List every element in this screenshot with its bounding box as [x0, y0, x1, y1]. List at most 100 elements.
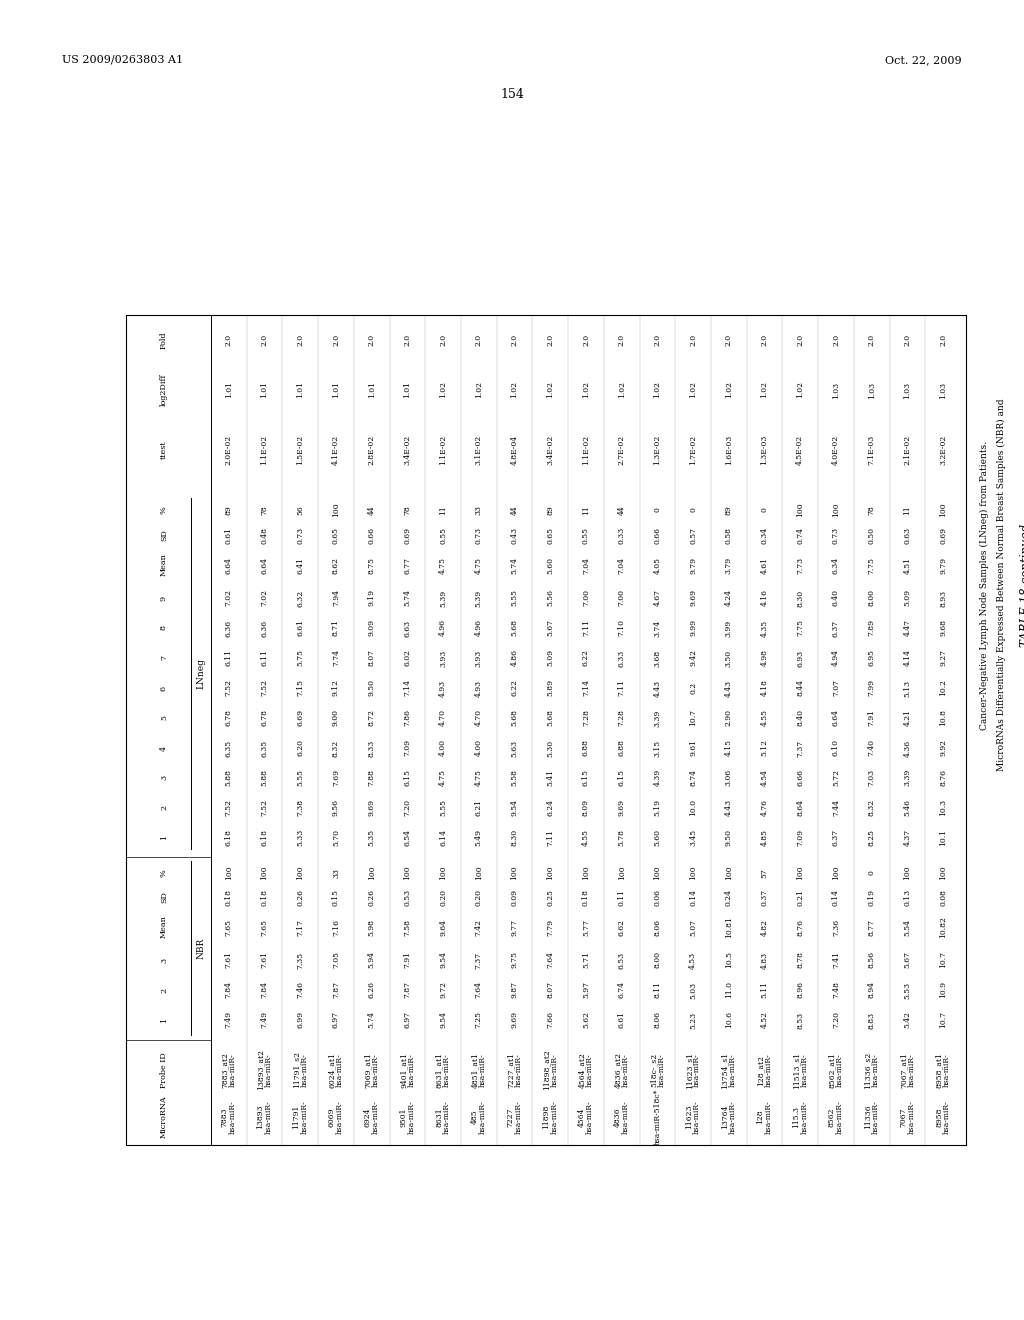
Text: 1.7E-02: 1.7E-02 [689, 434, 697, 465]
Text: 4564: 4564 [578, 1107, 586, 1127]
Text: 6.18: 6.18 [225, 829, 232, 846]
Text: 0.73: 0.73 [831, 527, 840, 544]
Text: 4.43: 4.43 [725, 799, 733, 816]
Text: 3.1E-02: 3.1E-02 [475, 434, 483, 465]
Text: 6.54: 6.54 [403, 829, 412, 846]
Text: 7.07: 7.07 [831, 680, 840, 697]
Text: 100: 100 [797, 503, 804, 517]
Text: 3.4E-02: 3.4E-02 [546, 434, 554, 465]
Text: 11791: 11791 [292, 1105, 300, 1129]
Text: 1.01: 1.01 [260, 381, 268, 399]
Text: 7.74: 7.74 [332, 649, 340, 667]
Text: 2: 2 [160, 804, 168, 809]
Text: 9.50: 9.50 [725, 829, 733, 846]
Text: 7.41: 7.41 [831, 952, 840, 969]
Text: 100: 100 [617, 866, 626, 880]
Text: 0.74: 0.74 [797, 527, 804, 544]
Text: 100: 100 [475, 866, 483, 880]
Text: 0: 0 [653, 508, 662, 512]
Text: 1.03: 1.03 [831, 381, 840, 399]
Text: hsa-miR-: hsa-miR- [801, 1053, 808, 1086]
Text: 9.12: 9.12 [332, 680, 340, 697]
Text: 7.03: 7.03 [867, 768, 876, 785]
Text: hsa-miR-: hsa-miR- [871, 1053, 880, 1086]
Text: hsa-miR-: hsa-miR- [836, 1053, 844, 1086]
Text: 4.1E-02: 4.1E-02 [332, 434, 340, 465]
Text: 8.75: 8.75 [368, 557, 376, 573]
Text: US 2009/0263803 A1: US 2009/0263803 A1 [62, 55, 183, 65]
Text: hsa-miR-: hsa-miR- [622, 1053, 630, 1086]
Text: 7.05: 7.05 [332, 952, 340, 969]
Text: 7069_at1: 7069_at1 [364, 1052, 372, 1088]
Text: 7: 7 [160, 656, 168, 660]
Text: 0.14: 0.14 [689, 888, 697, 906]
Text: 9.69: 9.69 [689, 590, 697, 606]
Text: 2.0: 2.0 [939, 334, 947, 346]
Text: 2.0: 2.0 [653, 334, 662, 346]
Text: hsa-miR-: hsa-miR- [765, 1053, 772, 1086]
Text: 1.1E-02: 1.1E-02 [582, 434, 590, 465]
Text: 4.83: 4.83 [761, 952, 769, 969]
Text: 6.32: 6.32 [296, 590, 304, 607]
Text: 8.40: 8.40 [797, 710, 804, 726]
Text: 7.11: 7.11 [617, 680, 626, 697]
Text: 89: 89 [225, 506, 232, 515]
Text: 8: 8 [160, 626, 168, 631]
Text: 3.06: 3.06 [725, 768, 733, 785]
Text: 0.18: 0.18 [582, 888, 590, 906]
Text: 33: 33 [332, 869, 340, 878]
Text: 7.48: 7.48 [831, 982, 840, 998]
Text: 1.03: 1.03 [939, 381, 947, 399]
Text: 1.01: 1.01 [368, 381, 376, 399]
Text: 8.62: 8.62 [332, 557, 340, 573]
Text: hsa-miR-: hsa-miR- [336, 1053, 344, 1086]
Text: 100: 100 [582, 866, 590, 880]
Text: 13754_s1: 13754_s1 [721, 1052, 729, 1089]
Text: 8.71: 8.71 [332, 619, 340, 636]
Text: 2.0: 2.0 [797, 334, 804, 346]
Text: 0.73: 0.73 [296, 527, 304, 544]
Text: 4.53: 4.53 [689, 952, 697, 969]
Text: 7.20: 7.20 [831, 1011, 840, 1028]
Text: 2: 2 [160, 987, 168, 993]
Text: 5.88: 5.88 [260, 768, 268, 785]
Text: hsa-miR-518c*: hsa-miR-518c* [653, 1089, 662, 1146]
Text: 8.96: 8.96 [797, 982, 804, 998]
Text: 5.19: 5.19 [653, 799, 662, 816]
Text: 8562_at1: 8562_at1 [828, 1052, 836, 1088]
Text: 6.74: 6.74 [617, 982, 626, 998]
Text: 5.23: 5.23 [689, 1011, 697, 1028]
Text: 7.61: 7.61 [225, 952, 232, 969]
Text: 6.64: 6.64 [260, 557, 268, 573]
Text: 0.24: 0.24 [725, 888, 733, 906]
Text: 6.20: 6.20 [296, 739, 304, 756]
Text: 11336: 11336 [863, 1105, 871, 1130]
Text: 6.63: 6.63 [403, 619, 412, 636]
Text: 10.3: 10.3 [939, 799, 947, 816]
Text: 4851_at1: 4851_at1 [471, 1052, 479, 1088]
Text: 4.85: 4.85 [761, 829, 769, 846]
Text: 7.84: 7.84 [260, 982, 268, 998]
Text: 4.70: 4.70 [439, 710, 447, 726]
Text: 2.0: 2.0 [260, 334, 268, 346]
Text: Oct. 22, 2009: Oct. 22, 2009 [886, 55, 962, 65]
Text: 0.25: 0.25 [546, 888, 554, 906]
Text: 6: 6 [160, 685, 168, 690]
Text: 7.40: 7.40 [867, 739, 876, 756]
Text: 10.7: 10.7 [939, 952, 947, 969]
Text: 4.21: 4.21 [903, 710, 911, 726]
Text: 1.6E-03: 1.6E-03 [725, 434, 733, 465]
Text: 5.33: 5.33 [296, 829, 304, 846]
Text: 2.0: 2.0 [689, 334, 697, 346]
Text: hsa-miR-: hsa-miR- [300, 1053, 308, 1086]
Text: 6.37: 6.37 [831, 829, 840, 846]
Text: 7.52: 7.52 [225, 799, 232, 816]
Text: 7.11: 7.11 [546, 829, 554, 846]
Text: 2.0: 2.0 [368, 334, 376, 346]
Text: 9.50: 9.50 [368, 680, 376, 697]
Text: 7.65: 7.65 [225, 919, 232, 936]
Text: 9.69: 9.69 [617, 799, 626, 816]
Text: 1: 1 [160, 1018, 168, 1023]
Text: 6.02: 6.02 [403, 649, 412, 667]
Text: 0.69: 0.69 [939, 527, 947, 544]
